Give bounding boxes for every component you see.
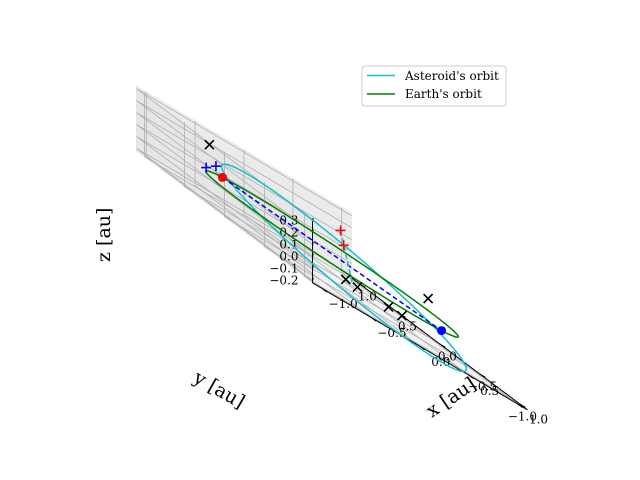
axis-lines	[312, 218, 528, 411]
z-grid-line	[136, 100, 352, 233]
x-grid-line	[341, 207, 518, 405]
x-tick-label: 1.0	[529, 413, 548, 427]
dot-marker	[437, 326, 447, 336]
x-tick-label: 0.5	[480, 384, 499, 398]
z-tick-label: 0.1	[279, 238, 298, 252]
x-grid-line	[145, 92, 323, 289]
x-marker	[383, 301, 394, 312]
z-grid-line	[136, 136, 352, 269]
x-marker-b	[396, 310, 408, 321]
z-tick-label: 0.3	[279, 214, 298, 228]
y-grid-line	[264, 182, 480, 375]
orbit-curves	[204, 163, 468, 373]
x-marker	[423, 293, 434, 304]
y-tick-label: 1.0	[358, 289, 377, 303]
z-grid-line	[136, 112, 352, 245]
legend-entry-asteroid: Asteroid's orbit	[404, 69, 499, 83]
x-grid-line	[292, 178, 470, 376]
z-tick-label: 0.0	[279, 250, 298, 264]
z-axis-label: z [au]	[93, 208, 115, 262]
z-tick-label: −0.2	[269, 273, 298, 287]
legend-entry-earth: Earth's orbit	[405, 87, 482, 101]
x-tick-label: −1.0	[329, 297, 358, 311]
x-marker-b	[204, 139, 215, 150]
markers	[201, 139, 447, 336]
dot-marker	[217, 172, 227, 182]
dashed-line-0	[221, 176, 443, 332]
plus-marker	[335, 225, 346, 236]
x-marker	[396, 310, 408, 321]
x-axis-label: x [au]	[422, 373, 480, 422]
legend-frame	[361, 65, 507, 107]
y-grid-line	[184, 122, 400, 315]
x-axis-line	[312, 282, 528, 411]
y-axis-label: y [au]	[189, 366, 249, 413]
z-tick-label: 0.2	[279, 226, 298, 240]
y-axis-line	[351, 277, 528, 411]
dashed-line-1	[339, 230, 354, 284]
asteroid-orbit-line	[220, 163, 468, 373]
y-tick-label: −1.0	[508, 409, 537, 423]
legend: Asteroid's orbit Earth's orbit	[361, 65, 507, 107]
y-tick-label: −0.5	[468, 379, 497, 393]
x-marker-b	[423, 293, 434, 304]
plus-marker	[201, 162, 212, 173]
y-grid-line	[304, 212, 520, 405]
z-tick-label: −0.1	[269, 261, 298, 275]
z-grid-line	[136, 88, 352, 221]
x-marker	[204, 139, 215, 150]
x-marker-b	[352, 281, 363, 293]
z-grid-line	[136, 124, 352, 257]
earth-orbit-line	[204, 170, 460, 338]
plus-marker	[338, 240, 349, 251]
y-tick-label: 0.0	[438, 349, 457, 363]
x-tick-label: −0.5	[377, 326, 406, 340]
x-marker	[352, 281, 363, 293]
plus-marker	[210, 161, 221, 172]
x-marker-b	[340, 274, 351, 285]
y-tick-label: 0.5	[398, 319, 417, 333]
x-marker	[340, 274, 351, 285]
x-marker-b	[383, 301, 394, 312]
